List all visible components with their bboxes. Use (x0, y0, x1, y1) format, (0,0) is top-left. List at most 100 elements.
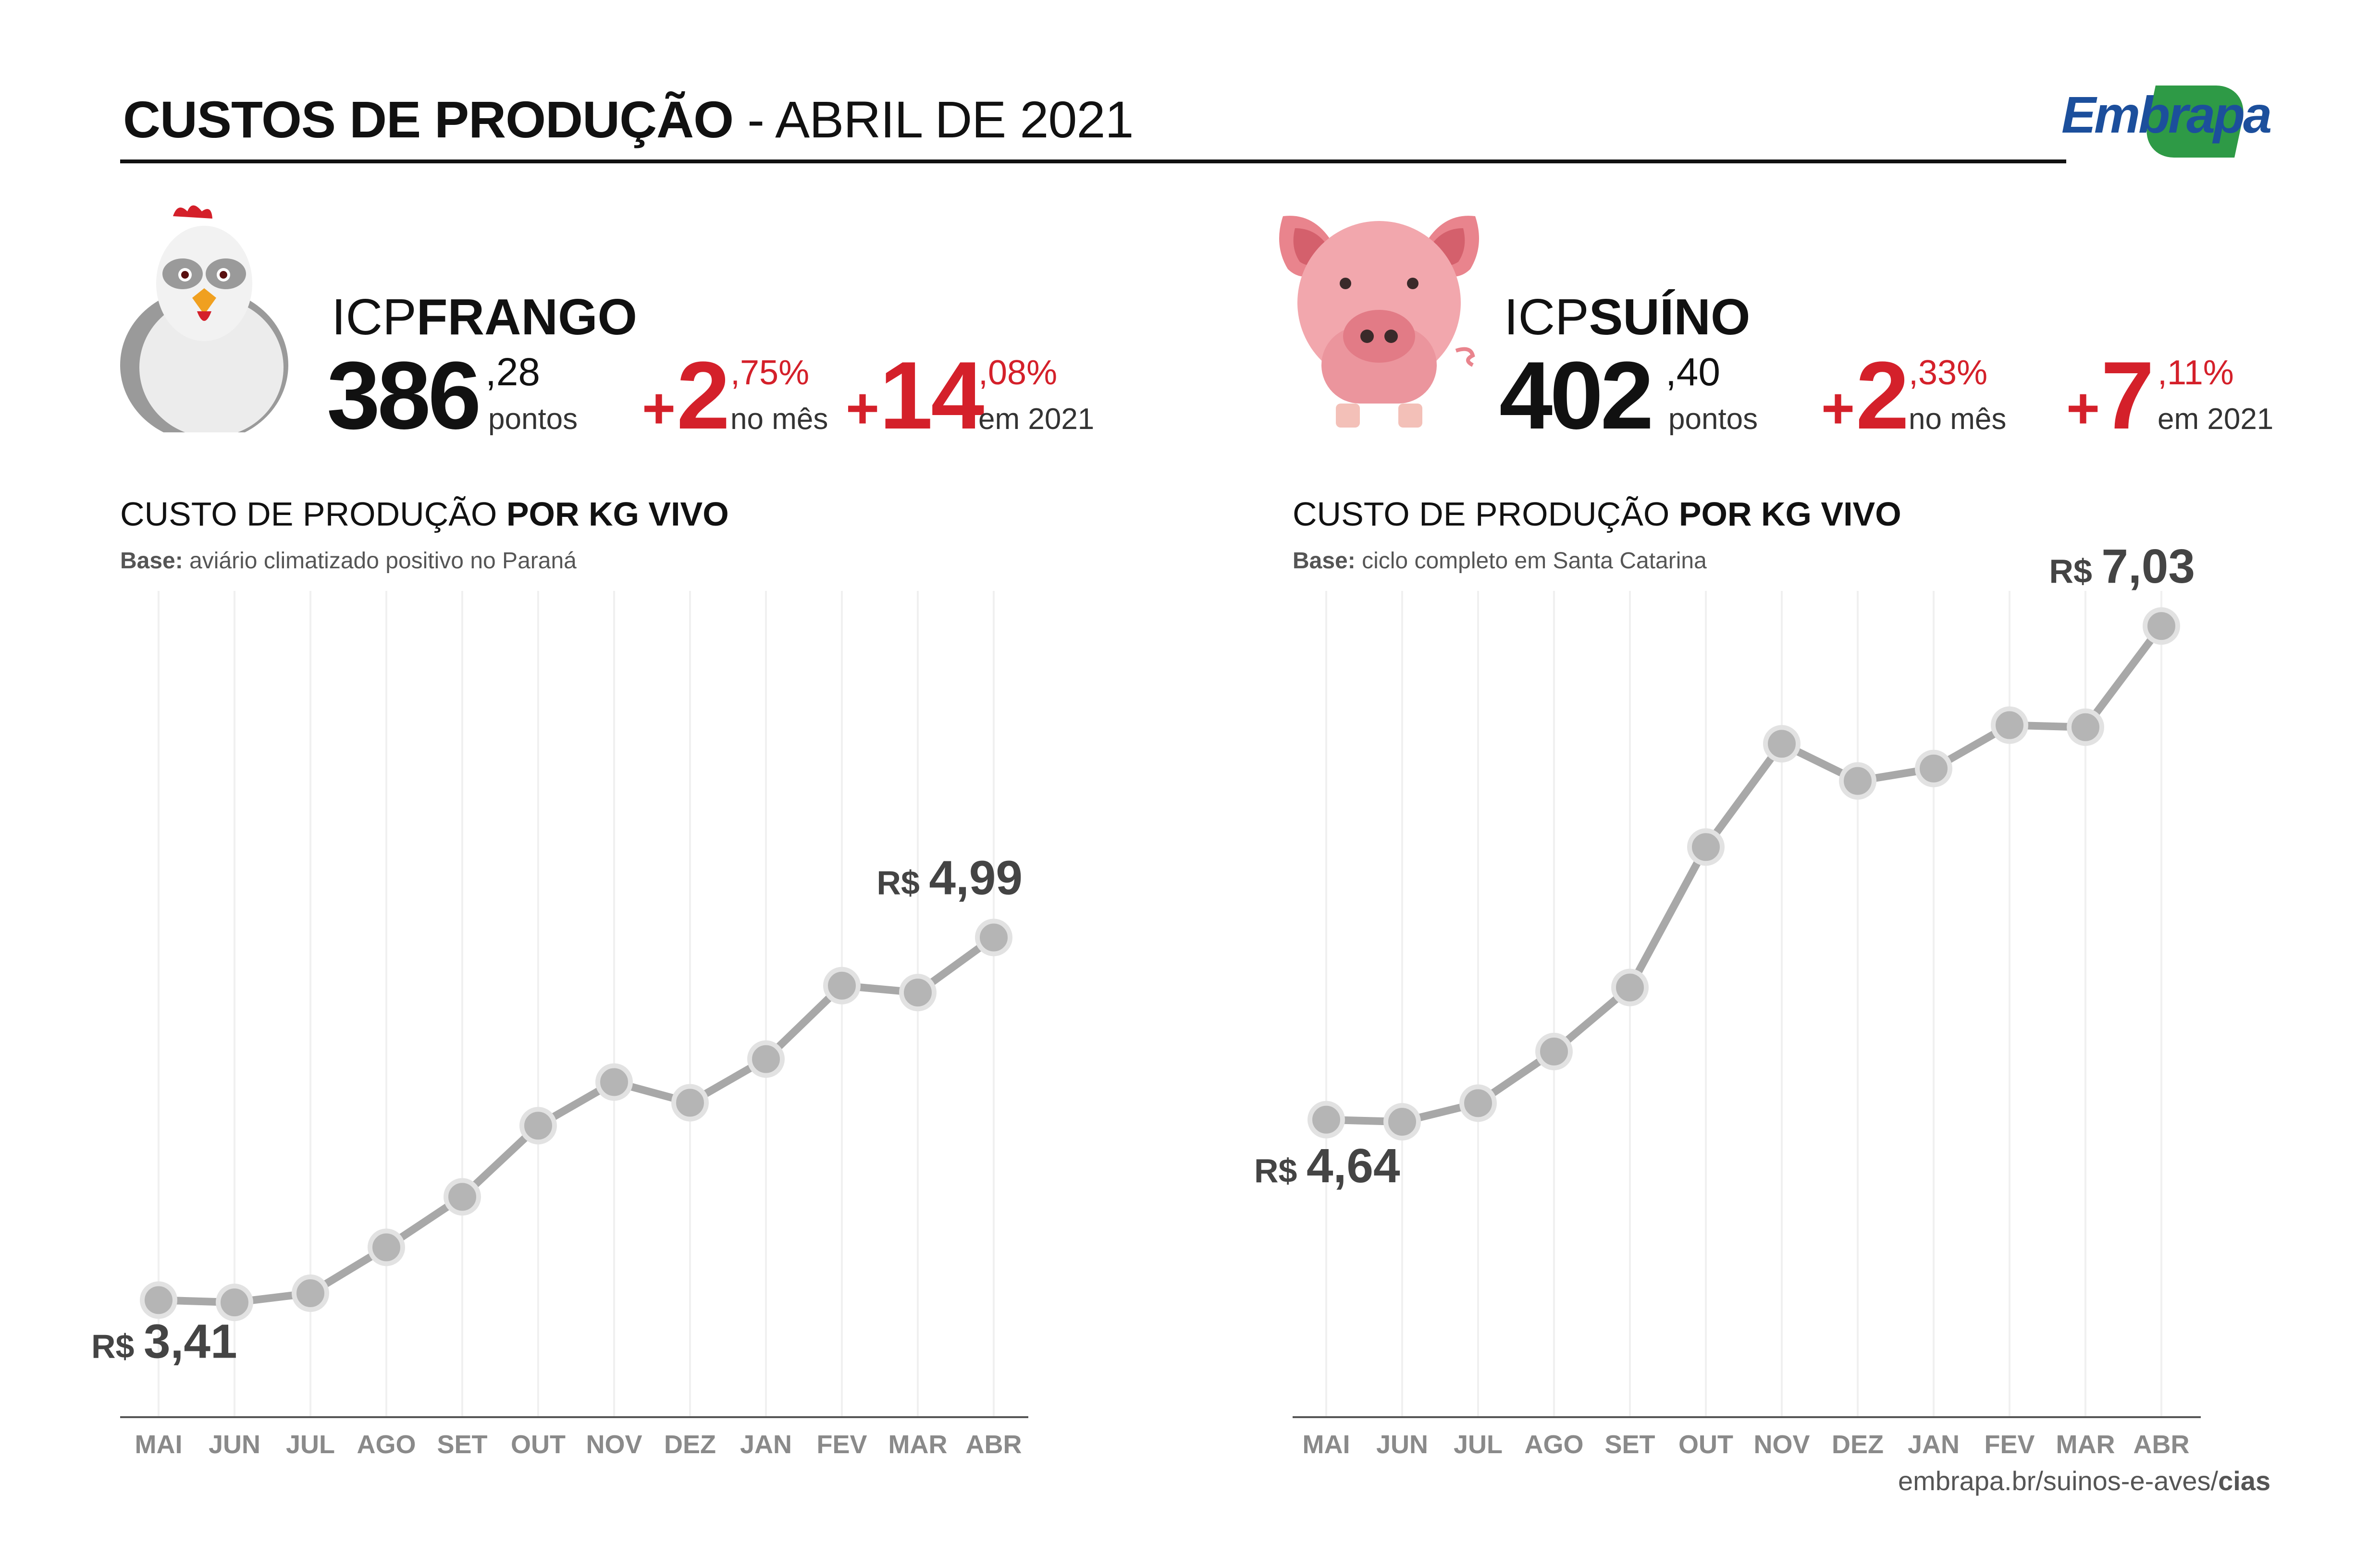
x-tick-label: MAI (1303, 1430, 1350, 1459)
frango-year-plus: + (846, 376, 880, 441)
suino-month-dec: ,33% (1909, 354, 1988, 392)
x-tick-label: JUL (286, 1430, 335, 1459)
data-point (1763, 725, 1801, 763)
frango-year-label: em 2021 (978, 403, 1095, 436)
section-title-bold: POR KG VIVO (506, 495, 729, 533)
pig-icon (1279, 216, 1479, 428)
data-point (1307, 1101, 1345, 1139)
icp-name: FRANGO (416, 289, 638, 345)
frango-month-label: no mês (730, 403, 828, 436)
title-rest: - ABRIL DE 2021 (747, 90, 1134, 148)
data-point (292, 1274, 329, 1312)
data-point (519, 1107, 557, 1145)
suino-month-plus: + (1821, 376, 1855, 441)
x-tick-label: AGO (1524, 1430, 1583, 1459)
suino-index-int: 402 (1499, 342, 1654, 449)
data-point (1839, 762, 1876, 800)
base-text: aviário climatizado positivo no Paraná (189, 548, 577, 574)
data-point (2067, 708, 2104, 746)
data-point (1611, 968, 1649, 1006)
footer-url[interactable]: embrapa.br/suinos-e-aves/cias (1898, 1465, 2270, 1496)
x-tick-label: JUN (209, 1430, 260, 1459)
data-point (1915, 749, 1952, 787)
x-tick-label: JUN (1376, 1430, 1428, 1459)
data-point (1535, 1032, 1573, 1070)
data-point (368, 1228, 405, 1266)
frango-index-dec: ,28 (485, 350, 540, 394)
suino-section-title: CUSTO DE PRODUÇÃO POR KG VIVO (1293, 495, 1901, 533)
frango-year-dec: ,08% (978, 354, 1058, 392)
suino-month-int: 2 (1856, 342, 1909, 449)
x-tick-label: ABR (2134, 1430, 2190, 1459)
x-tick-label: SET (437, 1430, 487, 1459)
x-tick-label: MAR (888, 1430, 948, 1459)
x-tick-label: DEZ (1832, 1430, 1884, 1459)
data-point (975, 919, 1012, 956)
suino-year-int: 7 (2101, 342, 2154, 449)
chicken-icon (120, 205, 288, 432)
icp-prefix: ICP (1504, 289, 1589, 345)
frango-year-int: 14 (879, 342, 984, 449)
x-tick-label: FEV (1984, 1430, 2035, 1459)
x-tick-label: AGO (357, 1430, 416, 1459)
frango-index-unit: pontos (488, 403, 578, 436)
data-point (2143, 607, 2180, 645)
frango-index-int: 386 (327, 342, 481, 449)
frango-month-int: 2 (677, 342, 730, 449)
data-point (1459, 1084, 1497, 1122)
title-bold: CUSTOS DE PRODUÇÃO (123, 90, 734, 148)
data-point (595, 1063, 633, 1101)
x-tick-label: MAR (2056, 1430, 2115, 1459)
frango-month-plus: + (642, 376, 676, 441)
base-label: Base: (1293, 548, 1356, 574)
x-tick-label: FEV (816, 1430, 867, 1459)
icp-name: SUÍNO (1589, 289, 1751, 345)
x-tick-label: DEZ (664, 1430, 716, 1459)
x-tick-label: JAN (1908, 1430, 1960, 1459)
suino-index-dec: ,40 (1665, 350, 1720, 394)
frango-section-title: CUSTO DE PRODUÇÃO POR KG VIVO (120, 495, 729, 533)
suino-month-label: no mês (1909, 403, 2007, 436)
data-point (823, 967, 861, 1004)
suino-year-label: em 2021 (2158, 403, 2274, 436)
section-title-bold: POR KG VIVO (1678, 495, 1901, 533)
section-title-text: CUSTO DE PRODUÇÃO (1293, 495, 1670, 533)
suino-index-unit: pontos (1668, 403, 1758, 436)
series-line (1326, 624, 2165, 1126)
suino-base: Base: ciclo completo em Santa Catarina (1293, 548, 1707, 574)
suino-year-dec: ,11% (2158, 354, 2234, 392)
base-text: ciclo completo em Santa Catarina (1362, 548, 1707, 574)
x-tick-label: JAN (740, 1430, 792, 1459)
last-value-label: R$ 4,99 (876, 851, 1023, 905)
icp-suino-title: ICPSUÍNO (1504, 288, 1750, 346)
page-title: CUSTOS DE PRODUÇÃO - ABRIL DE 2021 (123, 89, 1134, 149)
last-value-label: R$ 7,03 (2049, 539, 2195, 593)
icp-frango-title: ICPFRANGO (332, 288, 637, 346)
frango-cost-chart: MAI JUN JUL AGO SET OUT NOV DEZ JAN FEV MAR ABR R$ 3… (91, 591, 1028, 1459)
first-value-label: R$ 4,64 (1254, 1139, 1400, 1193)
footer-url-bold: cias (2218, 1466, 2271, 1496)
suino-year-plus: + (2066, 376, 2100, 441)
data-point (671, 1084, 709, 1122)
frango-base: Base: aviário climatizado positivo no Pa… (120, 548, 577, 574)
data-point (1383, 1103, 1421, 1141)
icp-prefix: ICP (332, 289, 417, 345)
data-point (444, 1178, 481, 1216)
x-tick-label: OUT (1678, 1430, 1733, 1459)
data-point (1991, 706, 2028, 744)
x-tick-label: SET (1604, 1430, 1655, 1459)
data-point (747, 1040, 785, 1078)
base-label: Base: (120, 548, 183, 574)
frango-month-dec: ,75% (730, 354, 810, 392)
x-tick-label: JUL (1454, 1430, 1503, 1459)
data-point (1687, 828, 1725, 866)
title-rule (120, 159, 2066, 163)
x-tick-label: ABR (966, 1430, 1022, 1459)
x-tick-label: MAI (135, 1430, 183, 1459)
x-tick-label: NOV (1753, 1430, 1810, 1459)
x-tick-label: NOV (586, 1430, 642, 1459)
section-title-text: CUSTO DE PRODUÇÃO (120, 495, 497, 533)
data-point (899, 974, 937, 1012)
embrapa-logo: Embrapa (2061, 86, 2272, 144)
